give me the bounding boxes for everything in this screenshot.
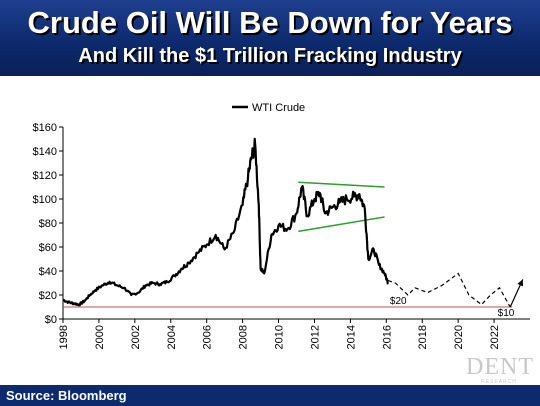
- title-banner: Crude Oil Will Be Down for Years And Kil…: [0, 0, 540, 76]
- forecast-line: [387, 272, 511, 308]
- x-tick-label: 2018: [417, 325, 429, 349]
- dent-logo: DENT RESEARCH: [466, 354, 534, 388]
- y-tick-label: $80: [39, 218, 57, 230]
- channel-upper-line: [298, 181, 385, 188]
- y-tick-label: $120: [33, 170, 57, 182]
- annotation-label: $10: [498, 308, 515, 319]
- x-tick-label: 2000: [94, 325, 106, 349]
- x-tick-label: 2006: [202, 325, 214, 349]
- x-tick-label: 2008: [238, 325, 250, 349]
- legend: WTI Crude: [232, 102, 305, 114]
- y-tick-label: $60: [39, 242, 57, 254]
- forecast-arrow-head: [517, 279, 523, 287]
- x-tick-label: 2014: [345, 325, 357, 349]
- logo-subtext: RESEARCH: [481, 379, 517, 385]
- source-note: Source: Bloomberg: [6, 388, 127, 403]
- price-chart: WTI Crude $0 $20 $40 $60 $80 $100 $120 $140 $160…: [33, 102, 530, 349]
- x-tick-label: 2016: [381, 325, 393, 349]
- x-tick-label: 1998: [58, 325, 70, 349]
- annotation-label: $20: [390, 296, 407, 307]
- chart-subtitle: And Kill the $1 Trillion Fracking Indust…: [78, 45, 462, 67]
- channel-lower-line: [298, 216, 385, 233]
- x-tick-label: 2020: [453, 325, 465, 349]
- logo-text: DENT: [466, 354, 534, 380]
- chart-title: Crude Oil Will Be Down for Years: [27, 5, 513, 40]
- y-tick-label: $100: [33, 194, 57, 206]
- y-tick-label: $0: [45, 314, 57, 326]
- footer-bar: Source: Bloomberg: [0, 385, 540, 406]
- x-tick-label: 2022: [489, 325, 501, 349]
- marks: $20 $10: [62, 137, 524, 319]
- x-tick-label: 2012: [309, 325, 321, 349]
- y-tick-label: $20: [39, 290, 57, 302]
- legend-label: WTI Crude: [252, 102, 305, 114]
- x-tick-label: 2004: [166, 325, 178, 349]
- y-tick-label: $40: [39, 266, 57, 278]
- wti-price-line: [62, 137, 389, 307]
- x-tick-label: 2010: [274, 325, 286, 349]
- axes: $0 $20 $40 $60 $80 $100 $120 $140 $160 1998 2000 20…: [33, 122, 530, 349]
- x-tick-label: 2002: [130, 325, 142, 349]
- y-tick-label: $160: [33, 122, 57, 134]
- y-tick-label: $140: [33, 146, 57, 158]
